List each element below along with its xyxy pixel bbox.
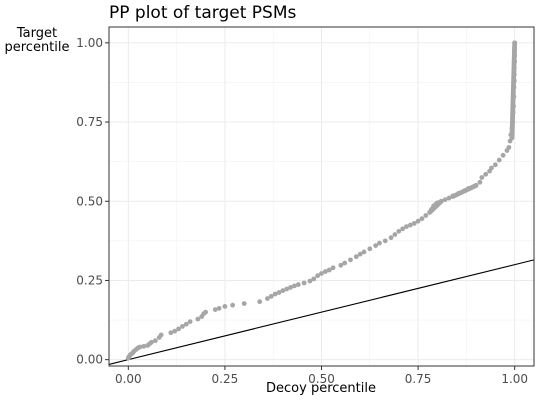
data-point <box>492 162 498 168</box>
data-point <box>158 332 164 338</box>
data-point <box>176 326 181 332</box>
data-point <box>149 339 154 345</box>
data-point <box>419 216 425 222</box>
data-point <box>288 285 293 290</box>
data-point <box>180 323 185 329</box>
y-tick-label: 0.00 <box>76 353 103 367</box>
plot-area <box>108 26 535 367</box>
data-point <box>326 267 332 273</box>
data-point <box>500 152 506 158</box>
x-axis-ticks: 0.00 0.25 0.50 0.75 1.00 <box>115 366 528 386</box>
y-tick-label: 0.25 <box>76 273 103 287</box>
data-point <box>216 305 222 311</box>
data-point <box>222 304 228 309</box>
data-point <box>348 257 353 263</box>
data-point <box>382 238 388 244</box>
data-point <box>183 321 189 327</box>
dense-point-cluster <box>450 183 479 199</box>
data-point <box>373 243 378 249</box>
data-point <box>496 157 502 163</box>
data-point <box>322 269 328 274</box>
data-point <box>203 309 208 315</box>
data-point <box>280 288 286 293</box>
y-axis-title-line-2: percentile <box>4 40 69 55</box>
data-point <box>388 235 394 241</box>
data-point <box>477 179 483 185</box>
grid <box>109 27 534 366</box>
x-tick-label: 0.00 <box>115 372 142 386</box>
dense-point-cluster <box>509 40 518 141</box>
data-point <box>301 280 307 286</box>
points-layer <box>125 40 518 361</box>
data-point <box>407 222 413 228</box>
data-point <box>311 276 317 282</box>
data-point <box>241 301 247 306</box>
data-point <box>187 319 193 325</box>
data-point <box>357 251 363 257</box>
y-axis-title-line-1: Target <box>16 26 57 41</box>
data-point <box>168 330 174 336</box>
data-point <box>506 144 512 150</box>
data-point <box>404 224 409 229</box>
data-point <box>319 271 324 276</box>
data-point <box>442 197 448 203</box>
data-point <box>315 273 321 279</box>
data-point <box>307 278 313 284</box>
data-point <box>141 343 147 349</box>
data-point <box>257 299 263 305</box>
x-axis-title: Decoy percentile <box>266 381 376 396</box>
data-point <box>230 302 236 308</box>
data-point <box>423 213 429 218</box>
data-point <box>483 171 489 177</box>
data-point <box>353 254 359 260</box>
data-point <box>392 232 398 237</box>
chart-title: PP plot of target PSMs <box>109 3 296 23</box>
x-tick-label: 0.50 <box>308 372 335 386</box>
y-axis-ticks: 0.00 0.25 0.50 0.75 1.00 <box>76 36 109 367</box>
y-tick-label: 1.00 <box>76 36 103 50</box>
data-point <box>342 260 348 266</box>
x-tick-label: 0.25 <box>212 372 239 386</box>
data-point <box>212 307 218 313</box>
data-point <box>268 293 274 299</box>
data-point <box>292 283 297 289</box>
x-tick-label: 1.00 <box>501 372 528 386</box>
data-point <box>172 328 178 334</box>
data-point <box>330 265 336 271</box>
y-tick-label: 0.50 <box>76 194 103 208</box>
data-point <box>137 344 143 350</box>
data-point <box>361 249 367 255</box>
data-point <box>396 228 402 234</box>
data-point <box>284 286 290 292</box>
data-point <box>446 195 452 201</box>
data-point <box>479 175 485 180</box>
data-point <box>295 282 301 287</box>
reference-line-layer <box>108 259 535 365</box>
data-point <box>489 165 494 171</box>
data-point <box>195 316 201 322</box>
data-point <box>272 291 278 297</box>
x-tick-label: 0.75 <box>405 372 432 386</box>
data-point <box>415 218 421 224</box>
dense-point-cluster <box>427 198 444 215</box>
data-point <box>276 290 282 295</box>
data-point <box>411 221 417 226</box>
data-point <box>265 296 270 301</box>
data-point <box>377 240 382 246</box>
data-point <box>152 338 158 344</box>
y-tick-label: 0.75 <box>76 115 103 129</box>
data-point <box>338 262 344 268</box>
reference-line <box>108 259 535 365</box>
data-point <box>400 226 406 232</box>
data-point <box>367 246 373 252</box>
